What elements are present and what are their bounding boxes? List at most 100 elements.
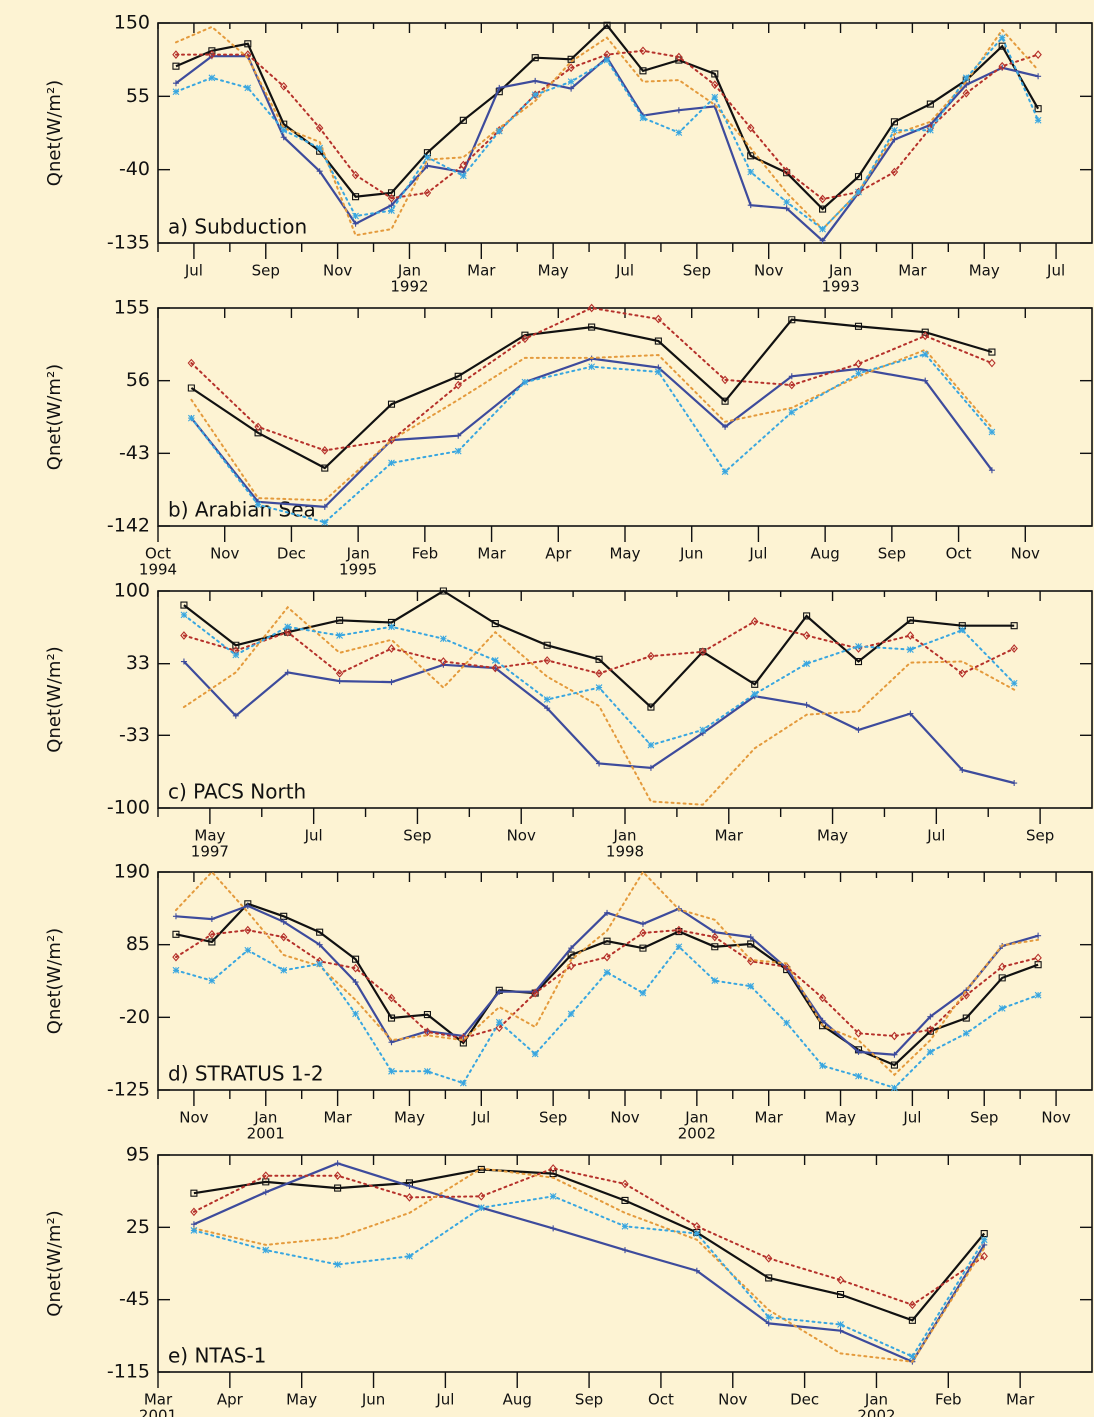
point-marker — [803, 660, 810, 668]
point-marker — [454, 372, 462, 380]
point-marker — [459, 160, 468, 170]
series-line — [182, 605, 1016, 806]
point-marker — [721, 468, 729, 476]
point-marker — [819, 205, 827, 213]
point-marker — [208, 916, 215, 923]
point-marker — [1035, 73, 1042, 80]
point-marker — [958, 669, 967, 678]
point-marker — [521, 334, 529, 344]
point-marker — [959, 767, 966, 774]
point-marker — [244, 946, 252, 954]
x-tick-label: Sep — [683, 262, 711, 280]
point-marker — [459, 116, 467, 124]
point-marker — [747, 934, 754, 941]
x-year-label: 2001 — [139, 1407, 177, 1417]
point-marker — [699, 726, 707, 734]
point-marker — [208, 929, 216, 939]
point-marker — [172, 88, 180, 96]
series-line — [190, 357, 993, 509]
point-marker — [621, 1179, 629, 1189]
point-marker — [190, 1207, 198, 1217]
series-line — [192, 1167, 986, 1363]
x-tick-label: Oct — [648, 1391, 674, 1409]
point-marker — [531, 1050, 539, 1058]
y-tick-label: 55 — [126, 85, 150, 107]
point-marker — [1010, 644, 1018, 653]
panel-title: d) STRATUS 1-2 — [168, 1062, 324, 1086]
x-tick-label: Jul — [902, 1109, 921, 1127]
x-tick-label: Sep — [539, 1109, 567, 1127]
point-marker — [603, 968, 611, 976]
x-tick-label: Jan — [612, 827, 636, 845]
point-marker — [172, 62, 180, 70]
point-marker — [208, 47, 216, 55]
point-marker — [190, 1227, 198, 1234]
x-tick-label: Jan — [864, 1391, 888, 1409]
point-marker — [187, 384, 195, 392]
point-marker — [543, 656, 551, 665]
point-marker — [998, 42, 1006, 50]
point-marker — [232, 651, 240, 659]
point-marker — [675, 56, 683, 64]
point-marker — [531, 54, 539, 62]
point-marker — [854, 657, 863, 666]
point-marker — [321, 503, 328, 510]
point-marker — [751, 690, 759, 698]
point-marker — [387, 618, 396, 627]
point-marker — [595, 684, 603, 691]
point-marker — [491, 657, 499, 664]
point-marker — [387, 993, 396, 1003]
point-marker — [454, 380, 462, 390]
point-marker — [352, 193, 360, 201]
point-marker — [998, 974, 1006, 982]
point-marker — [693, 1221, 701, 1231]
point-marker — [333, 1171, 342, 1181]
point-marker — [921, 350, 929, 358]
point-marker — [603, 21, 611, 29]
point-marker — [1034, 50, 1042, 59]
x-tick-label: May — [394, 1109, 425, 1127]
x-year-label: 1993 — [821, 278, 859, 296]
series-line — [182, 620, 1016, 675]
series-line — [175, 55, 1039, 243]
y-tick-label: -100 — [107, 797, 150, 819]
point-marker — [262, 1178, 270, 1186]
y-tick-label: 155 — [114, 297, 150, 319]
point-marker — [172, 930, 180, 938]
point-marker — [244, 925, 252, 935]
point-marker — [387, 644, 396, 653]
point-marker — [423, 149, 431, 157]
point-marker — [244, 40, 252, 48]
y-tick-label: -33 — [119, 724, 150, 746]
point-marker — [675, 107, 682, 114]
y-tick-label: 85 — [126, 933, 150, 955]
x-tick-label: Feb — [412, 545, 439, 563]
point-marker — [280, 932, 288, 942]
point-marker — [595, 655, 603, 663]
point-marker — [906, 616, 914, 624]
x-tick-label: Nov — [610, 1109, 639, 1127]
point-marker — [477, 1191, 486, 1201]
point-marker — [855, 1072, 862, 1080]
point-marker — [926, 126, 934, 134]
point-marker — [647, 741, 655, 749]
point-marker — [280, 126, 288, 134]
series-line — [175, 902, 1039, 1067]
point-marker — [208, 74, 216, 82]
panel-title: b) Arabian Sea — [168, 498, 316, 522]
point-marker — [854, 1028, 863, 1038]
point-marker — [208, 977, 216, 985]
point-marker — [747, 123, 755, 133]
y-tick-label: -20 — [119, 1006, 150, 1028]
point-marker — [567, 1010, 575, 1018]
point-marker — [927, 1013, 934, 1020]
point-marker — [998, 34, 1006, 42]
point-marker — [788, 408, 796, 416]
x-tick-label: Sep — [878, 545, 906, 563]
y-tick-label: 25 — [126, 1216, 150, 1238]
x-tick-label: Sep — [970, 1109, 998, 1127]
